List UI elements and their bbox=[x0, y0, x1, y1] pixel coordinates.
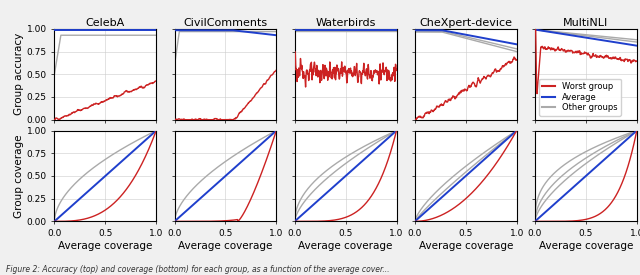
Y-axis label: Group accuracy: Group accuracy bbox=[14, 33, 24, 116]
Legend: Worst group, Average, Other groups: Worst group, Average, Other groups bbox=[539, 78, 621, 116]
Text: Figure 2: Accuracy (top) and coverage (bottom) for each group, as a function of : Figure 2: Accuracy (top) and coverage (b… bbox=[6, 265, 390, 274]
X-axis label: Average coverage: Average coverage bbox=[58, 241, 152, 251]
Title: CelebA: CelebA bbox=[86, 18, 125, 28]
X-axis label: Average coverage: Average coverage bbox=[179, 241, 273, 251]
Title: CivilComments: CivilComments bbox=[184, 18, 268, 28]
Title: Waterbirds: Waterbirds bbox=[316, 18, 376, 28]
Y-axis label: Group coverage: Group coverage bbox=[14, 134, 24, 218]
X-axis label: Average coverage: Average coverage bbox=[539, 241, 633, 251]
Title: MultiNLI: MultiNLI bbox=[563, 18, 609, 28]
X-axis label: Average coverage: Average coverage bbox=[419, 241, 513, 251]
X-axis label: Average coverage: Average coverage bbox=[298, 241, 393, 251]
Title: CheXpert-device: CheXpert-device bbox=[419, 18, 512, 28]
